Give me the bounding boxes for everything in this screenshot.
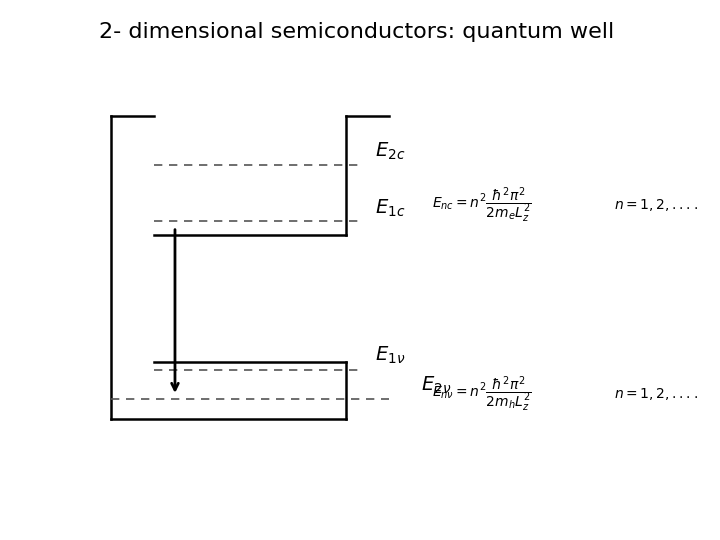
- Text: 2- dimensional semiconductors: quantum well: 2- dimensional semiconductors: quantum w…: [99, 22, 615, 42]
- Text: $E_{2\nu}$: $E_{2\nu}$: [421, 375, 451, 396]
- Text: $n = 1,2,....$: $n = 1,2,....$: [614, 386, 698, 402]
- Text: $E_{1c}$: $E_{1c}$: [375, 198, 405, 219]
- Text: $E_{n\nu} = n^2 \dfrac{\hbar^2 \pi^2}{2m_h L_z^2}$: $E_{n\nu} = n^2 \dfrac{\hbar^2 \pi^2}{2m…: [432, 374, 532, 414]
- Text: $E_{nc} = n^2 \dfrac{\hbar^2 \pi^2}{2m_e L_z^2}$: $E_{nc} = n^2 \dfrac{\hbar^2 \pi^2}{2m_e…: [432, 185, 532, 225]
- Text: $E_{1\nu}$: $E_{1\nu}$: [375, 345, 405, 366]
- Text: $n = 1,2,....$: $n = 1,2,....$: [614, 197, 698, 213]
- Text: $E_{2c}$: $E_{2c}$: [375, 141, 405, 162]
